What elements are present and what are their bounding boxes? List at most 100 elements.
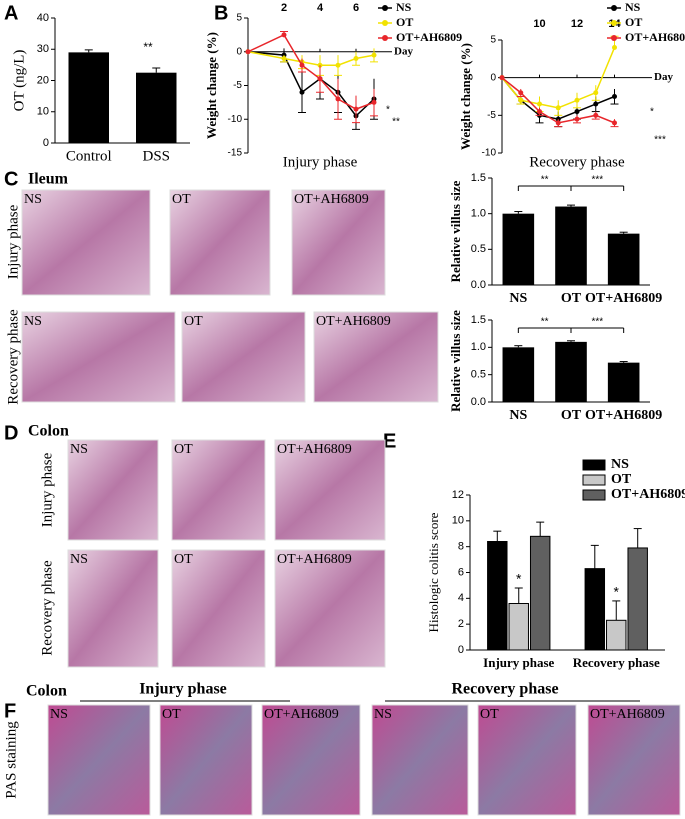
- legend-marker: [382, 35, 388, 41]
- x-tick-label: OT: [561, 291, 582, 306]
- x-tick-label: NS: [509, 291, 527, 306]
- image-label: OT+AH6809: [294, 192, 369, 207]
- significance: **: [143, 40, 153, 54]
- y-tick-label: 4: [458, 592, 464, 604]
- panel-letter: C: [4, 168, 18, 190]
- y-axis-title: Relative villus size: [448, 180, 463, 282]
- marker: [537, 109, 542, 115]
- significance: *: [614, 584, 620, 600]
- y-axis-title: OT (ng/L): [11, 50, 27, 112]
- marker: [281, 32, 287, 38]
- legend-label: OT+AH6809: [625, 30, 685, 44]
- y-tick-label: 6: [458, 566, 464, 578]
- marker: [555, 120, 561, 126]
- marker: [281, 56, 287, 61]
- significance: **: [392, 117, 400, 128]
- y-tick-label: -10: [482, 148, 497, 159]
- y-tick-label: 40: [37, 12, 49, 24]
- y-tick-label: 8: [458, 541, 464, 553]
- significance: **: [541, 317, 549, 328]
- row-label: PAS staining: [3, 721, 19, 799]
- legend-label: NS: [625, 0, 641, 14]
- x-tick-label: 4: [317, 2, 324, 14]
- tissue-label: Colon: [28, 423, 69, 440]
- marker: [537, 101, 542, 107]
- legend-label: OT: [396, 15, 413, 29]
- x-tick-label: 10: [533, 18, 545, 30]
- micrograph: [274, 549, 386, 668]
- bar: [502, 213, 535, 285]
- bar: [627, 547, 648, 651]
- image-label: NS: [70, 552, 88, 567]
- marker: [371, 52, 377, 58]
- y-axis-title: Relative villus size: [448, 310, 463, 412]
- legend-label: OT+AH6809: [611, 487, 685, 502]
- legend-label: OT+AH6809: [396, 30, 462, 44]
- y-tick-label: 0: [236, 46, 242, 57]
- micrograph: [477, 704, 577, 816]
- image-label: NS: [24, 192, 42, 207]
- x-tick-label: NS: [509, 408, 527, 423]
- image-label: OT: [174, 552, 193, 567]
- image-label: OT: [174, 442, 193, 457]
- marker: [499, 75, 505, 81]
- tissue-label: Colon: [26, 683, 67, 700]
- y-tick-label: 0.5: [471, 243, 486, 255]
- significance: ***: [591, 317, 603, 328]
- y-tick-label: 1.0: [471, 341, 486, 353]
- bar: [607, 362, 640, 402]
- marker: [353, 106, 359, 112]
- y-tick-label: 0: [43, 137, 49, 149]
- marker: [593, 90, 599, 96]
- micrograph: [181, 311, 306, 403]
- x-axis-title: Recovery phase: [529, 154, 625, 170]
- y-tick-label: 0: [490, 72, 496, 83]
- marker: [518, 97, 524, 103]
- micrograph: [169, 189, 271, 296]
- micrograph: [67, 549, 159, 668]
- x-tick-label: Injury phase: [483, 655, 554, 670]
- marker: [612, 94, 617, 99]
- bar: [529, 535, 551, 651]
- marker: [335, 96, 341, 102]
- image-label: OT: [184, 314, 203, 329]
- panel-letter: B: [214, 2, 228, 24]
- legend-label: NS: [611, 457, 629, 472]
- legend-marker: [382, 20, 388, 26]
- panel-letter: E: [383, 430, 396, 452]
- significance: ***: [591, 175, 603, 186]
- marker: [299, 89, 305, 95]
- axis-unit: Day: [394, 45, 413, 57]
- micrograph: [21, 311, 176, 403]
- panel-letter: D: [4, 422, 18, 444]
- marker: [555, 105, 561, 111]
- micrograph: [313, 311, 439, 403]
- image-label: OT+AH6809: [264, 707, 339, 722]
- marker: [593, 101, 599, 107]
- micrograph: [47, 704, 151, 816]
- marker: [574, 116, 580, 122]
- image-label: OT: [172, 192, 191, 207]
- y-tick-label: 1.5: [471, 172, 486, 184]
- y-tick-label: 2: [458, 618, 464, 630]
- row-label: Injury phase: [5, 204, 21, 279]
- significance: ***: [654, 135, 666, 146]
- bar: [136, 72, 177, 143]
- header: Injury phase: [139, 681, 227, 698]
- row-label: Recovery phase: [39, 560, 55, 656]
- axis-unit: Day: [654, 71, 673, 83]
- marker: [335, 62, 341, 68]
- significance: *: [650, 107, 654, 118]
- marker: [245, 49, 251, 55]
- x-tick-label: 2: [281, 2, 287, 14]
- panel-letter: F: [4, 700, 16, 722]
- series-line: [247, 33, 375, 110]
- micrograph: [274, 439, 386, 541]
- image-label: NS: [374, 707, 392, 722]
- image-label: OT+AH6809: [277, 442, 352, 457]
- legend-label: OT: [611, 472, 632, 487]
- y-tick-label: 5: [490, 35, 496, 46]
- legend-label: NS: [396, 0, 412, 14]
